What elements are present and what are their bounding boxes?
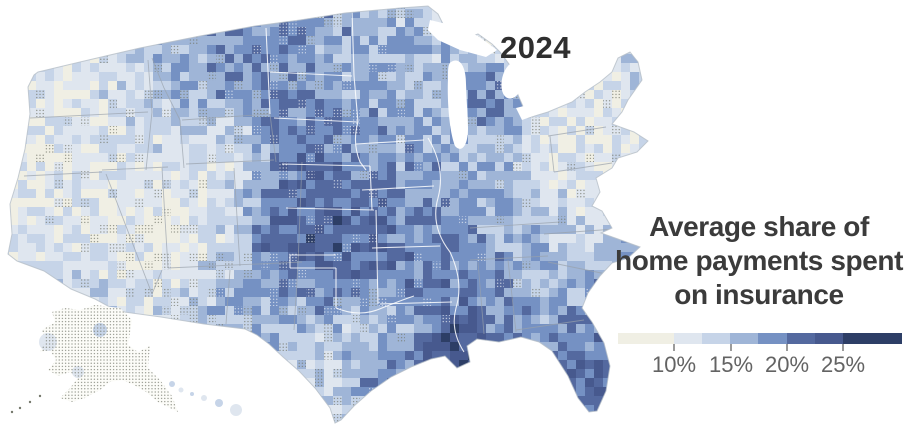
state-borders-gray — [23, 57, 631, 335]
legend-title-line-1: Average share of — [649, 211, 869, 242]
legend-bin — [618, 333, 674, 344]
legend-bin — [815, 333, 843, 344]
legend-title: Average share of home payments spent on … — [613, 210, 905, 312]
legend-tick-mark — [673, 344, 675, 351]
legend-bin — [843, 333, 902, 344]
legend-bin — [758, 333, 787, 344]
legend-bin — [730, 333, 758, 344]
legend-color-scale — [618, 333, 902, 344]
year-label: 2024 — [500, 30, 571, 65]
legend-tick-label: 15% — [708, 352, 754, 377]
legend-bin — [674, 333, 702, 344]
legend-tick-label: 10% — [651, 352, 697, 377]
legend-tick-mark — [842, 344, 844, 351]
alaska-inset — [10, 305, 178, 414]
great-lakes — [428, 20, 574, 149]
legend-tick-label: 25% — [820, 352, 866, 377]
legend-bin — [702, 333, 730, 344]
legend-tick-mark — [786, 344, 788, 351]
legend-title-line-2: home payments spent — [614, 245, 904, 276]
legend-bin — [787, 333, 815, 344]
state-borders-white — [265, 9, 465, 353]
legend-title-line-3: on insurance — [674, 279, 844, 310]
legend-tick-mark — [730, 344, 732, 351]
hawaii-inset — [169, 381, 242, 416]
legend-tick-label: 20% — [764, 352, 810, 377]
